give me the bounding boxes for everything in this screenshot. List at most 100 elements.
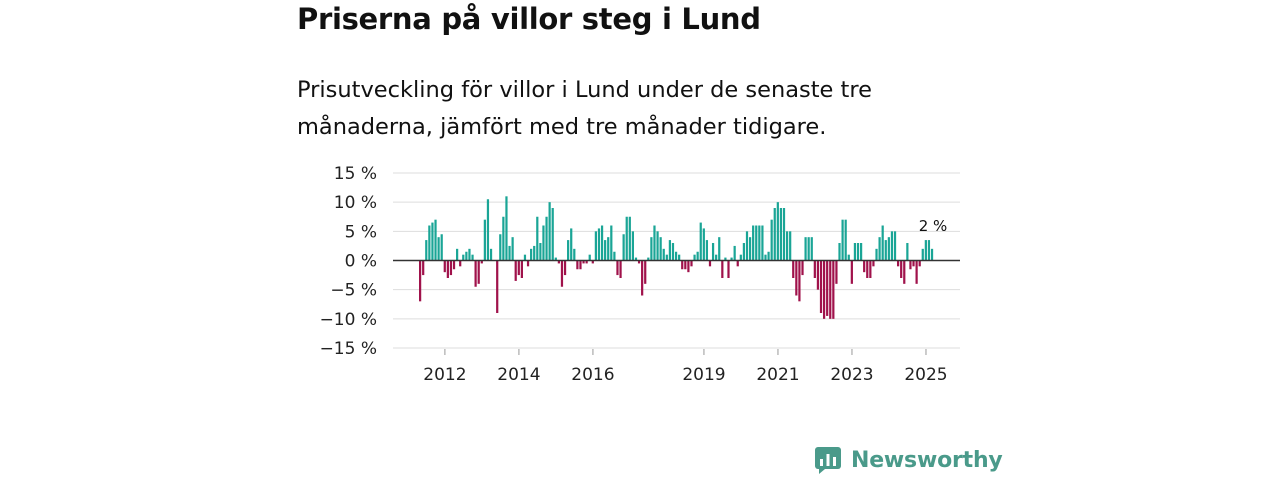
bar xyxy=(459,260,462,267)
bar xyxy=(483,219,486,261)
bar xyxy=(653,225,656,261)
bar xyxy=(641,260,644,296)
bar xyxy=(878,237,881,261)
last-value-label: 2 % xyxy=(919,217,948,235)
bar xyxy=(816,260,820,290)
bar xyxy=(927,240,931,261)
chart-title: Priserna på villor steg i Lund xyxy=(297,2,761,36)
bar xyxy=(782,208,786,261)
y-tick-label: 15 % xyxy=(334,164,377,184)
bar xyxy=(471,254,474,261)
bar xyxy=(585,260,588,264)
bar xyxy=(671,243,675,261)
bar xyxy=(708,260,712,267)
bar xyxy=(548,202,551,261)
bar xyxy=(807,237,810,261)
bar xyxy=(776,202,779,261)
bar xyxy=(915,260,918,284)
x-tick-label: 2021 xyxy=(756,365,799,385)
bar xyxy=(668,240,672,261)
bar xyxy=(847,254,850,261)
bar xyxy=(434,219,437,261)
x-tick-label: 2016 xyxy=(571,365,614,385)
bar xyxy=(822,260,826,319)
bar xyxy=(696,251,699,261)
x-tick-label: 2012 xyxy=(423,365,466,385)
bar xyxy=(705,240,709,261)
bar xyxy=(748,237,752,261)
bar xyxy=(745,231,749,261)
bar xyxy=(594,231,597,261)
bar xyxy=(804,237,807,261)
bar xyxy=(449,260,453,276)
bar xyxy=(607,237,610,261)
bar xyxy=(896,260,900,267)
bar xyxy=(567,240,570,261)
bar xyxy=(474,260,477,287)
bar xyxy=(918,260,921,267)
bar xyxy=(551,208,554,261)
bar xyxy=(508,245,511,261)
y-tick-label: 0 % xyxy=(345,252,377,272)
bar xyxy=(813,260,816,278)
bar-chart: 15 % 10 % 5 % 0 % −5 % −10 % −15 % 2012 2014 2016… xyxy=(320,164,960,385)
bar xyxy=(563,260,567,276)
bar xyxy=(702,228,705,261)
bar xyxy=(579,260,582,270)
bar xyxy=(684,260,687,270)
y-tick-label: −10 % xyxy=(320,310,377,330)
bar xyxy=(767,251,770,261)
bar xyxy=(443,260,446,273)
bar xyxy=(628,216,631,261)
bar xyxy=(755,225,758,261)
bar xyxy=(693,254,696,261)
y-tick-label: −5 % xyxy=(330,281,377,301)
bar xyxy=(610,225,613,261)
bar xyxy=(631,231,634,261)
x-tick-label: 2014 xyxy=(497,365,540,385)
bar xyxy=(613,251,616,261)
bar xyxy=(431,222,434,261)
bar xyxy=(428,225,431,261)
bar xyxy=(884,240,887,261)
bar xyxy=(511,237,514,261)
bar xyxy=(637,260,641,264)
bar xyxy=(647,257,650,261)
bar xyxy=(770,219,773,261)
bar xyxy=(866,260,869,278)
x-tick-label: 2025 xyxy=(904,365,947,385)
bar xyxy=(591,260,594,264)
bar xyxy=(909,260,912,270)
bar xyxy=(536,216,539,261)
brand-name: Newsworthy xyxy=(851,447,1003,473)
bar xyxy=(514,260,517,281)
bar xyxy=(875,248,878,261)
bar xyxy=(437,237,440,261)
bar xyxy=(711,243,715,261)
bar xyxy=(468,248,471,261)
bar xyxy=(456,248,459,261)
bar xyxy=(838,243,841,261)
bar xyxy=(526,260,530,267)
bar xyxy=(853,243,857,261)
bar xyxy=(724,257,727,261)
bar xyxy=(844,219,847,261)
bar xyxy=(789,231,792,261)
bar xyxy=(835,260,838,284)
bar xyxy=(570,228,573,261)
bar xyxy=(582,260,585,264)
bar xyxy=(826,260,829,316)
bar xyxy=(785,231,789,261)
bar xyxy=(604,240,607,261)
bar xyxy=(560,260,564,287)
bar xyxy=(576,260,579,270)
bar xyxy=(687,260,690,273)
bar xyxy=(739,254,742,261)
y-tick-label: 5 % xyxy=(345,222,377,242)
bar xyxy=(619,260,622,278)
bar xyxy=(912,260,915,267)
bar xyxy=(872,260,875,267)
bar xyxy=(869,260,872,278)
bar xyxy=(721,260,724,278)
bar xyxy=(502,216,505,261)
